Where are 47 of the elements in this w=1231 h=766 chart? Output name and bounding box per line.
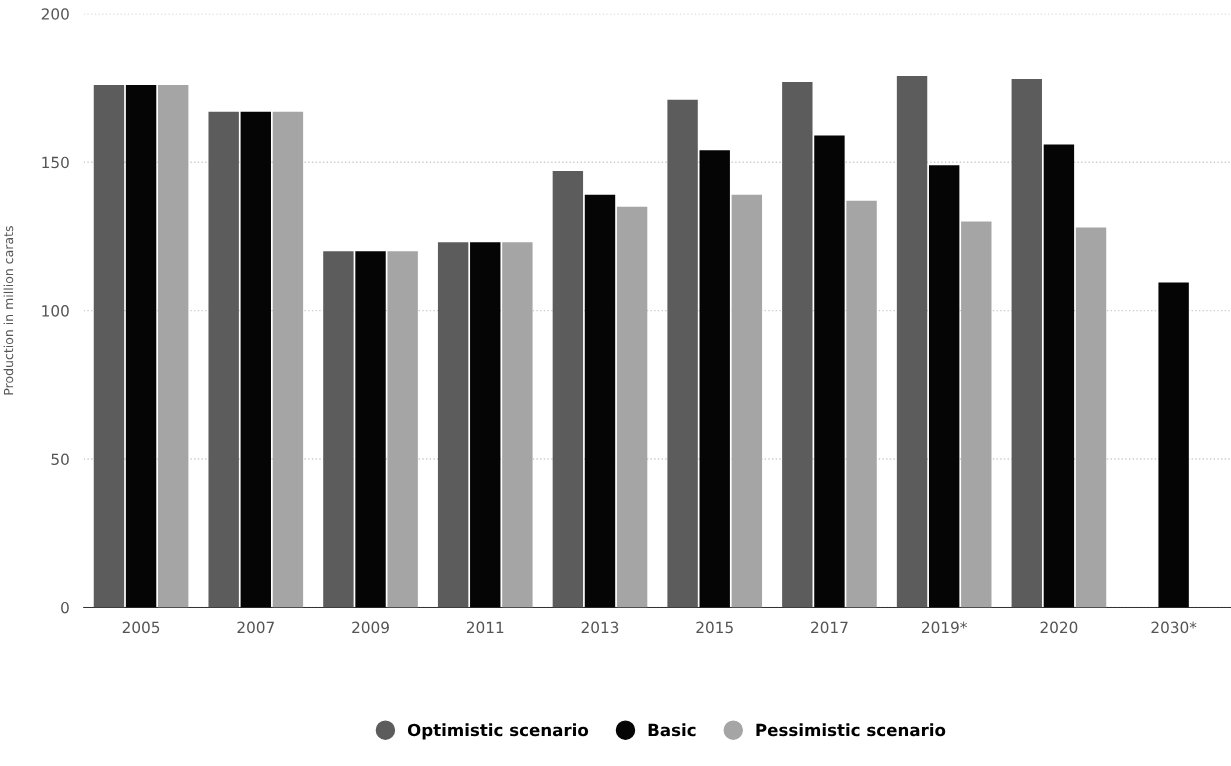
legend-label: Basic: [648, 723, 696, 737]
bar: [1075, 227, 1107, 608]
bar: [208, 111, 239, 608]
bar: [502, 242, 533, 608]
legend-label: Pessimistic scenario: [756, 723, 946, 737]
y-tick-label: 100: [42, 305, 69, 317]
bar: [667, 99, 698, 608]
bar: [928, 165, 960, 608]
bar: [355, 251, 386, 608]
y-axis-title: Production in million carats: [3, 226, 14, 395]
bar: [470, 242, 501, 608]
x-tick-label: 2013: [581, 621, 619, 634]
x-tick-label: 2009: [352, 621, 389, 634]
bar: [616, 206, 648, 608]
y-tick-label: 150: [42, 156, 69, 169]
bar: [1158, 282, 1189, 608]
bar: [961, 221, 992, 608]
bar: [387, 251, 418, 608]
bar: [125, 85, 157, 608]
bar: [272, 111, 304, 608]
y-tick-label: 0: [61, 601, 69, 614]
bar: [1043, 144, 1075, 608]
bar: [846, 200, 877, 608]
bar: [699, 150, 730, 608]
bar: [584, 194, 616, 608]
bar: [323, 251, 354, 608]
x-tick-label: 2017: [811, 621, 848, 634]
x-tick-label: 2020: [1040, 621, 1078, 634]
bar: [782, 82, 813, 608]
bar: [814, 135, 845, 608]
y-tick-label: 200: [41, 8, 69, 20]
bar: [240, 111, 271, 608]
bar: [158, 85, 189, 608]
x-tick-label: 2030*: [1151, 621, 1197, 634]
y-tick-label: 50: [51, 453, 69, 466]
x-tick-label: 2019*: [922, 621, 967, 634]
bar: [552, 171, 584, 608]
x-tick-label: 2007: [237, 621, 274, 634]
x-tick-label: 2011: [466, 621, 504, 634]
bar: [731, 194, 763, 608]
bar: [93, 85, 125, 608]
x-tick-label: 2015: [696, 621, 733, 634]
bar: [1011, 79, 1042, 608]
bar: [896, 76, 928, 608]
x-tick-label: 2005: [122, 621, 160, 634]
legend-label: Optimistic scenario: [407, 723, 589, 740]
bar: [437, 242, 469, 608]
